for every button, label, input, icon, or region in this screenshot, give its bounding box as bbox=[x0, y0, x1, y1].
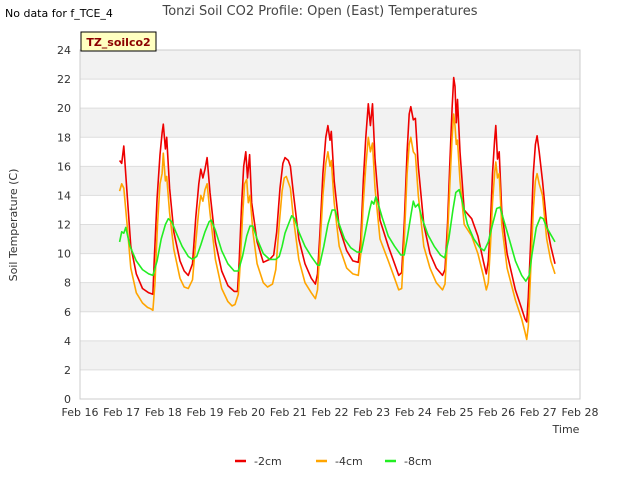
y-tick-label: 18 bbox=[57, 131, 71, 144]
chart-title: Tonzi Soil CO2 Profile: Open (East) Temp… bbox=[161, 4, 477, 19]
x-tick-label: Feb 18 bbox=[145, 406, 182, 419]
grid-band bbox=[80, 50, 580, 80]
plot-frame bbox=[79, 49, 581, 400]
y-tick-label: 24 bbox=[57, 44, 71, 57]
x-tick-label: Feb 20 bbox=[228, 406, 265, 419]
tz-soilco2-badge: TZ_soilco2 bbox=[80, 31, 157, 52]
legend: -2cm -4cm -8cm bbox=[235, 455, 432, 468]
y-tick-label: 12 bbox=[57, 219, 71, 232]
grid-band bbox=[80, 108, 580, 138]
x-tick-label: Feb 16 bbox=[62, 406, 99, 419]
grid-band bbox=[80, 166, 580, 196]
x-axis-title: Time bbox=[552, 423, 580, 436]
y-axis-title: Soil Temperature (C) bbox=[7, 169, 20, 282]
no-data-note: No data for f_TCE_4 bbox=[5, 7, 113, 20]
x-tick-label: Feb 19 bbox=[187, 406, 224, 419]
y-tick-label: 8 bbox=[64, 277, 71, 290]
legend-label: -8cm bbox=[404, 455, 432, 468]
series-lines bbox=[118, 76, 556, 341]
y-tick-label: 16 bbox=[57, 160, 71, 173]
y-tick-label: 6 bbox=[64, 306, 71, 319]
legend-label: -2cm bbox=[254, 455, 282, 468]
y-tick-label: 14 bbox=[57, 189, 71, 202]
x-tick-label: Feb 17 bbox=[103, 406, 140, 419]
y-tick-label: 4 bbox=[64, 335, 71, 348]
y-tick-label: 20 bbox=[57, 102, 71, 115]
y-tick-label: 0 bbox=[64, 393, 71, 406]
series-line-4cmcm-depth bbox=[118, 113, 556, 341]
legend-label: -4cm bbox=[335, 455, 363, 468]
x-tick-labels: Feb 16 Feb 17 Feb 18 Feb 19 Feb 20 Feb 21 Feb … bbox=[62, 406, 599, 419]
background-bands bbox=[80, 50, 580, 370]
badge-label: TZ_soilco2 bbox=[86, 36, 150, 49]
grid-band bbox=[80, 282, 580, 312]
x-tick-label: Feb 24 bbox=[395, 406, 432, 419]
x-tick-label: Feb 21 bbox=[270, 406, 307, 419]
x-tick-label: Feb 23 bbox=[353, 406, 390, 419]
y-tick-label: 2 bbox=[64, 364, 71, 377]
grid-band bbox=[80, 340, 580, 370]
series-line-2cmcm-depth bbox=[118, 76, 556, 323]
x-tick-label: Feb 27 bbox=[520, 406, 557, 419]
y-tick-label: 22 bbox=[57, 73, 71, 86]
series-line-8cmcm-depth bbox=[118, 188, 556, 282]
x-tick-label: Feb 22 bbox=[312, 406, 349, 419]
x-tick-label: Feb 25 bbox=[437, 406, 474, 419]
x-tick-label: Feb 28 bbox=[562, 406, 599, 419]
x-tick-label: Feb 26 bbox=[478, 406, 515, 419]
y-tick-label: 10 bbox=[57, 248, 71, 261]
